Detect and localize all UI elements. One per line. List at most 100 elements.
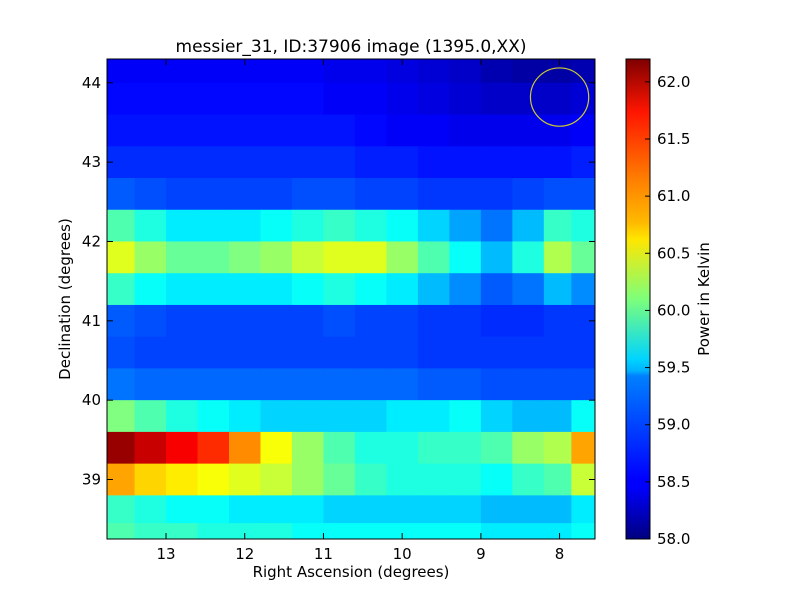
- heatmap-cell: [107, 336, 136, 370]
- heatmap-cell: [291, 431, 325, 465]
- heatmap-cell: [291, 495, 325, 524]
- heatmap-cell: [166, 146, 199, 179]
- x-tick-label: 11: [314, 545, 333, 563]
- heatmap-cell: [417, 209, 450, 243]
- heatmap-cell: [449, 178, 482, 211]
- heatmap-cell: [260, 400, 293, 433]
- heatmap-cell: [291, 400, 325, 433]
- colorbar-tick-label: 60.0: [657, 301, 690, 319]
- heatmap-cell: [417, 336, 450, 370]
- heatmap-cell: [571, 523, 595, 539]
- heatmap-cell: [354, 82, 388, 116]
- heatmap-cell: [354, 336, 388, 370]
- heatmap-cell: [291, 59, 325, 84]
- heatmap-cell: [260, 59, 293, 84]
- heatmap-cell: [512, 368, 545, 401]
- x-axis-label: Right Ascension (degrees): [253, 563, 450, 581]
- colorbar-ticks: 58.0 58.5 59.0 59.5 60.0 60.5 61.0 61.5 62.0: [645, 73, 690, 548]
- heatmap-cell: [571, 114, 595, 147]
- heatmap-cell: [543, 400, 572, 433]
- heatmap-cell: [449, 209, 482, 243]
- heatmap-cell: [166, 273, 199, 306]
- heatmap-cell: [512, 523, 545, 539]
- heatmap-cell: [134, 114, 167, 147]
- heatmap-cell: [386, 178, 419, 211]
- heatmap-cell: [480, 82, 513, 116]
- heatmap-cell: [134, 59, 167, 84]
- heatmap-cell: [260, 241, 293, 274]
- heatmap-cell: [291, 336, 325, 370]
- heatmap-cell: [571, 178, 595, 211]
- heatmap-cell: [323, 241, 356, 274]
- heatmap-cell: [197, 523, 230, 539]
- heatmap-cell: [543, 336, 572, 370]
- heatmap-cell: [417, 431, 450, 465]
- colorbar-tick-label: 58.5: [657, 473, 690, 491]
- heatmap-cell: [260, 273, 293, 306]
- heatmap-cell: [512, 431, 545, 465]
- heatmap-cell: [449, 400, 482, 433]
- heatmap-cell: [386, 82, 419, 116]
- heatmap-cell: [543, 59, 572, 84]
- heatmap-cell: [449, 82, 482, 116]
- heatmap-cell: [354, 304, 388, 338]
- heatmap-cell: [512, 273, 545, 306]
- heatmap-cell: [543, 114, 572, 147]
- heatmap-cell: [512, 209, 545, 243]
- heatmap-cell: [134, 336, 167, 370]
- heatmap-cell: [197, 336, 230, 370]
- heatmap-cell: [229, 523, 262, 539]
- heatmap-cell: [260, 209, 293, 243]
- heatmap-cell: [512, 82, 545, 116]
- heatmap-cell: [449, 59, 482, 84]
- heatmap-cell: [229, 273, 262, 306]
- heatmap-cell: [512, 463, 545, 496]
- heatmap-cell: [134, 431, 167, 465]
- colorbar-label: Power in Kelvin: [695, 242, 713, 356]
- heatmap-cell: [134, 368, 167, 401]
- heatmap-cell: [291, 178, 325, 211]
- heatmap-cell: [323, 178, 356, 211]
- heatmap-cell: [571, 304, 595, 338]
- heatmap-cell: [543, 209, 572, 243]
- heatmap-cell: [512, 400, 545, 433]
- heatmap-cell: [480, 114, 513, 147]
- heatmap-cell: [197, 304, 230, 338]
- heatmap-cell: [512, 178, 545, 211]
- heatmap-cell: [386, 146, 419, 179]
- heatmap-cell: [417, 523, 450, 539]
- heatmap-cell: [543, 431, 572, 465]
- heatmap-cell: [417, 273, 450, 306]
- heatmap-cell: [543, 463, 572, 496]
- heatmap-cell: [386, 368, 419, 401]
- heatmap-cell: [291, 463, 325, 496]
- y-tick-label: 40: [82, 391, 101, 409]
- heatmap-cell: [107, 273, 136, 306]
- heatmap-cell: [386, 495, 419, 524]
- heatmap-cell: [449, 431, 482, 465]
- heatmap-cell: [323, 59, 356, 84]
- heatmap-cell: [229, 304, 262, 338]
- colorbar-gradient: [626, 59, 650, 539]
- heatmap-cell: [323, 523, 356, 539]
- heatmap-cell: [260, 431, 293, 465]
- heatmap-cell: [197, 114, 230, 147]
- heatmap-cell: [197, 273, 230, 306]
- heatmap-cell: [449, 368, 482, 401]
- heatmap-cell: [480, 59, 513, 84]
- heatmap-cell: [134, 146, 167, 179]
- colorbar-tick-label: 62.0: [657, 73, 690, 91]
- heatmap-cell: [449, 336, 482, 370]
- heatmap-cell: [571, 431, 595, 465]
- heatmap-cell: [166, 400, 199, 433]
- heatmap-cell: [229, 495, 262, 524]
- heatmap-cell: [134, 178, 167, 211]
- heatmap-cell: [449, 241, 482, 274]
- heatmap-cell: [229, 178, 262, 211]
- x-tick-label: 12: [235, 545, 254, 563]
- heatmap-cell: [354, 368, 388, 401]
- heatmap-cell: [229, 82, 262, 116]
- heatmap-cell: [449, 273, 482, 306]
- heatmap-cell: [571, 463, 595, 496]
